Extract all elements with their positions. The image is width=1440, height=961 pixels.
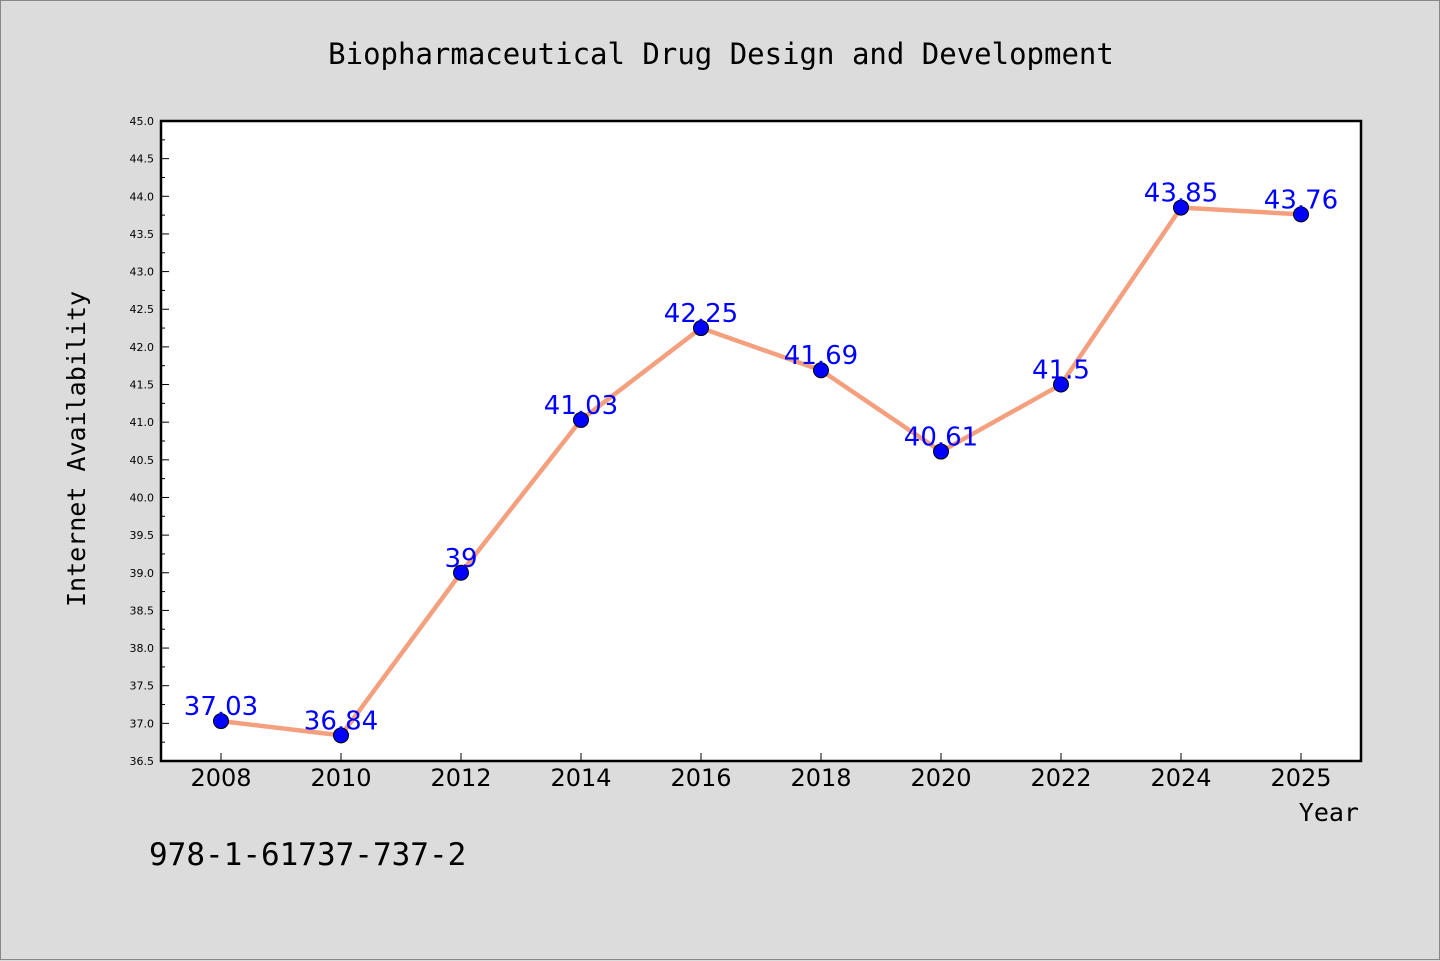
y-tick-label: 45.0 <box>130 115 155 128</box>
x-tick-label: 2014 <box>550 764 611 792</box>
x-axis-label: Year <box>1299 798 1359 827</box>
data-point <box>813 362 829 379</box>
data-point <box>573 411 589 428</box>
isbn-text: 978-1-61737-737-2 <box>149 837 466 873</box>
y-tick-label: 43.5 <box>130 228 155 241</box>
y-tick-label: 41.5 <box>130 379 155 392</box>
data-point <box>1293 206 1309 223</box>
y-tick-label: 36.5 <box>130 755 155 768</box>
y-tick-label: 44.5 <box>130 153 155 166</box>
data-label: 43.85 <box>1144 179 1218 209</box>
data-point <box>453 564 469 581</box>
x-axis: 2008 2010 2012 2014 2016 2018 2020 2022 2024 2025 <box>190 753 1332 792</box>
x-tick-label: 2025 <box>1270 764 1331 792</box>
y-tick-label: 38.5 <box>130 604 155 617</box>
data-point <box>1173 199 1189 216</box>
y-tick-label: 41.0 <box>130 416 155 429</box>
y-tick-label: 37.5 <box>130 680 155 693</box>
plot-area <box>159 119 1363 763</box>
data-label: 36.84 <box>304 706 378 736</box>
data-point <box>213 713 229 730</box>
y-axis-label: Internet Availability <box>62 291 91 607</box>
y-tick-label: 40.5 <box>130 454 155 467</box>
data-points <box>213 199 1309 744</box>
y-tick-label: 40.0 <box>130 491 155 504</box>
x-tick-label: 2010 <box>310 764 371 792</box>
x-tick-label: 2018 <box>790 764 851 792</box>
series-line <box>218 205 1304 738</box>
data-point <box>1053 376 1069 393</box>
series-line-group <box>218 205 1304 738</box>
y-tick-label: 42.0 <box>130 341 155 354</box>
data-label: 42.25 <box>664 299 738 329</box>
x-tick-label: 2024 <box>1150 764 1211 792</box>
x-tick-label: 2016 <box>670 764 731 792</box>
chart-title: Biopharmaceutical Drug Design and Develo… <box>328 37 1114 71</box>
data-label: 41.69 <box>784 341 858 371</box>
data-label: 39 <box>444 544 477 574</box>
y-axis: 36.5 37.0 37.5 38.0 38.5 39.0 39.5 40.0 40.5 41.0… <box>130 115 169 768</box>
x-tick-label: 2020 <box>910 764 971 792</box>
data-point <box>933 443 949 460</box>
data-label: 41.5 <box>1032 356 1090 386</box>
data-label: 40.61 <box>904 423 978 453</box>
y-tick-label: 42.5 <box>130 303 155 316</box>
y-tick-label: 44.0 <box>130 190 155 203</box>
data-label: 37.03 <box>184 692 258 722</box>
x-tick-label: 2008 <box>190 764 251 792</box>
data-point <box>333 727 349 744</box>
data-label: 41.03 <box>544 391 618 421</box>
y-tick-label: 43.0 <box>130 266 155 279</box>
data-label: 43.76 <box>1264 185 1338 215</box>
y-tick-label: 39.0 <box>130 567 155 580</box>
y-tick-label: 37.0 <box>130 717 155 730</box>
y-tick-label: 38.0 <box>130 642 155 655</box>
x-tick-label: 2022 <box>1030 764 1091 792</box>
data-labels: 37.03 36.84 39 41.03 42.25 41.69 40.61 41.5 43.8… <box>184 179 1338 737</box>
data-point <box>693 320 709 337</box>
x-tick-label: 2012 <box>430 764 491 792</box>
y-tick-label: 39.5 <box>130 529 155 542</box>
